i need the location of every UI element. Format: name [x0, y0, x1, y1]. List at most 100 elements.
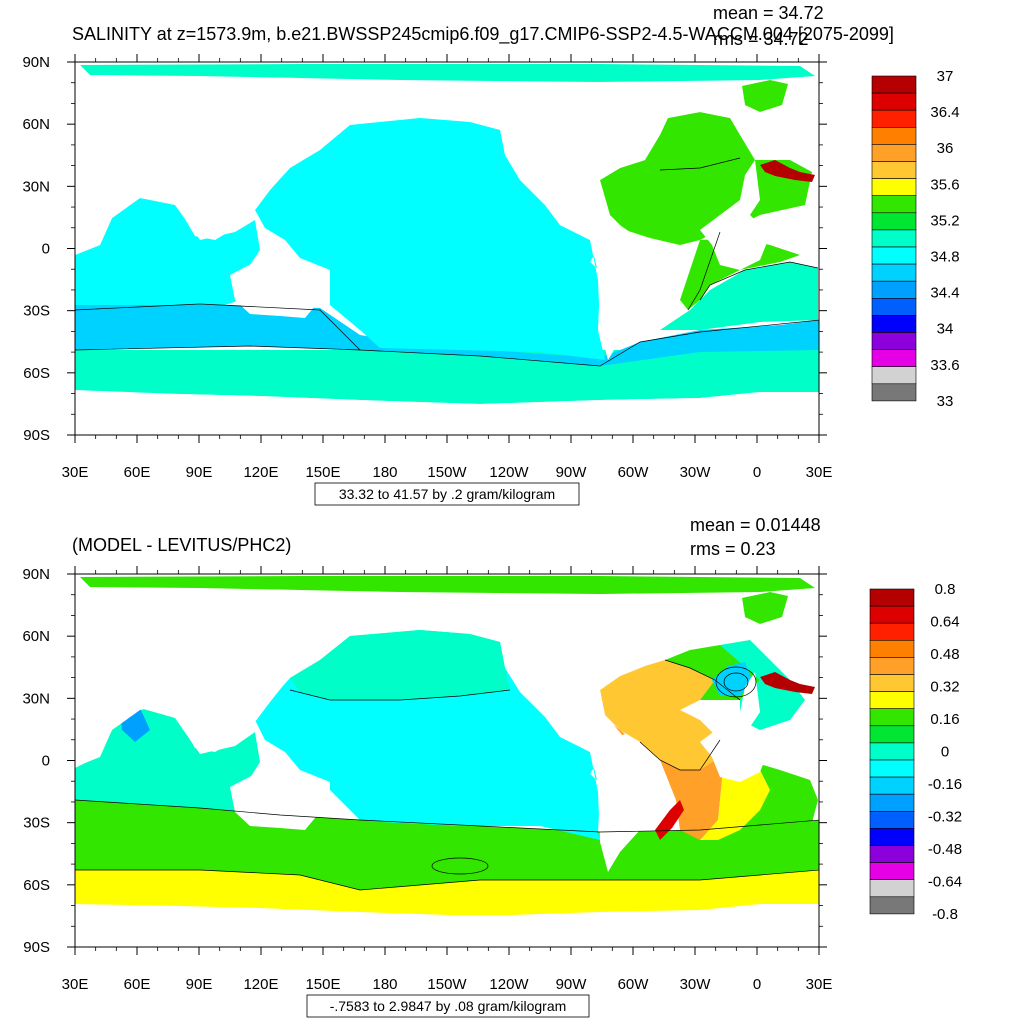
colorbar-cell — [871, 366, 917, 385]
x-tick-label: 0 — [753, 464, 761, 481]
salinity-panel: SALINITY at z=1573.9m, b.e21.BWSSP245cmi… — [22, 3, 960, 506]
colorbar-cell — [871, 75, 917, 94]
salinity-mean: mean = 34.72 — [713, 3, 824, 23]
x-tick-label: 30E — [806, 976, 833, 993]
southern-positive-band — [75, 870, 819, 915]
colorbar-cell — [869, 588, 915, 607]
x-tick-label: 60W — [618, 976, 650, 993]
colorbar-label: 34.8 — [930, 249, 959, 266]
colorbar-label: 0.48 — [930, 646, 959, 663]
colorbar-cell — [869, 725, 915, 744]
y-tick-label: 90N — [22, 54, 50, 71]
colorbar-cell — [869, 810, 915, 829]
colorbar-label: -0.32 — [928, 808, 962, 825]
difference-map — [75, 574, 819, 947]
indian-ocean — [75, 708, 260, 812]
x-tick-label: 30E — [806, 464, 833, 481]
circumpolar-fresh-band — [75, 304, 819, 366]
x-tick-label: 60E — [124, 976, 151, 993]
colorbar-cell — [869, 639, 915, 658]
x-tick-label: 0 — [753, 976, 761, 993]
mediterranean — [760, 160, 815, 182]
north-atlantic-light-blue — [712, 662, 752, 696]
colorbar-cell — [869, 845, 915, 863]
colorbar-label: 36 — [937, 140, 954, 157]
colorbar-cell — [869, 793, 915, 812]
x-tick-label: 90W — [556, 976, 588, 993]
y-tick-label: 30S — [23, 303, 50, 320]
x-tick-label: 30E — [62, 976, 89, 993]
colorbar-cell — [871, 178, 917, 197]
antarctica-land — [75, 392, 819, 435]
x-tick-label: 60W — [618, 464, 650, 481]
pacific-ocean — [255, 118, 605, 360]
colorbar-label: 0 — [941, 743, 949, 760]
difference-rms: rms = 0.23 — [690, 539, 776, 559]
greenland-sea — [742, 592, 788, 624]
colorbar-cell — [869, 708, 915, 727]
colorbar-cell — [871, 383, 917, 402]
contour-ring — [431, 857, 489, 875]
x-tick-label: 30W — [680, 464, 712, 481]
colorbar-cell — [871, 229, 917, 248]
colorbar-cell — [869, 896, 915, 915]
salinity-rms: rms = 34.72 — [713, 29, 809, 49]
contour-line — [699, 261, 819, 301]
colorbar-label: 33 — [937, 393, 954, 410]
greenland-land — [645, 85, 745, 118]
colorbar-label: 37 — [937, 68, 954, 85]
y-tick-label: 30N — [22, 690, 50, 707]
colorbar-cell — [871, 297, 917, 316]
x-tick-label: 90W — [556, 464, 588, 481]
contour-line — [75, 303, 361, 351]
x-tick-label: 150W — [427, 976, 467, 993]
colorbar-cell — [869, 862, 915, 880]
colorbar-cell — [869, 691, 915, 709]
colorbar-label: 35.2 — [930, 212, 959, 229]
colorbar-label: 36.4 — [930, 104, 959, 121]
difference-mean: mean = 0.01448 — [690, 515, 821, 535]
x-tick-label: 120W — [489, 976, 529, 993]
colorbar-cell — [869, 742, 915, 761]
contour-line — [687, 231, 721, 311]
colorbar-label: 33.6 — [930, 357, 959, 374]
y-tick-label: 60N — [22, 628, 50, 645]
x-tick-label: 30E — [62, 464, 89, 481]
y-tick-label: 0 — [42, 753, 50, 770]
pacific-north-band — [290, 630, 510, 700]
colorbar-label: -0.16 — [928, 776, 962, 793]
colorbar-cell — [869, 605, 915, 624]
colorbar-cell — [871, 280, 917, 299]
africa-land — [700, 672, 770, 782]
x-tick-label: 180 — [372, 464, 397, 481]
colorbar-label: 0.64 — [930, 613, 959, 630]
colorbar-label: 0.8 — [935, 581, 956, 598]
contour-line — [289, 689, 511, 701]
arctic-ocean — [80, 64, 815, 82]
colorbar-cell — [869, 776, 915, 795]
colorbar-cell — [871, 246, 917, 265]
antarctica-land — [75, 904, 819, 947]
south-atlantic-yellow — [700, 740, 770, 840]
difference-range-label: -.7583 to 2.9847 by .08 gram/kilogram — [330, 998, 567, 1014]
difference-range-box — [306, 994, 590, 1018]
brazil-coast-red — [655, 800, 684, 840]
south-atlantic-orange — [640, 740, 722, 840]
x-tick-label: 120E — [243, 976, 278, 993]
colorbar-cell — [871, 109, 917, 128]
arctic-ocean — [80, 576, 815, 594]
y-tick-label: 60N — [22, 116, 50, 133]
y-tick-label: 90N — [22, 566, 50, 583]
x-tick-label: 90E — [186, 464, 213, 481]
contour-line — [75, 869, 819, 891]
x-tick-label: 150E — [305, 976, 340, 993]
contour-line — [659, 157, 741, 171]
difference-axes: 30E 60E 90E 120E 150E 180 150W 120W 90W 60W 30W 0 30… — [22, 566, 832, 993]
contour-line — [75, 319, 819, 367]
salinity-title: SALINITY at z=1573.9m, b.e21.BWSSP245cmi… — [72, 24, 894, 45]
southern-ocean-band — [75, 350, 819, 404]
north-atlantic-orange — [600, 660, 720, 770]
colorbar-label: 0.32 — [930, 678, 959, 695]
colorbar-cell — [871, 161, 917, 179]
